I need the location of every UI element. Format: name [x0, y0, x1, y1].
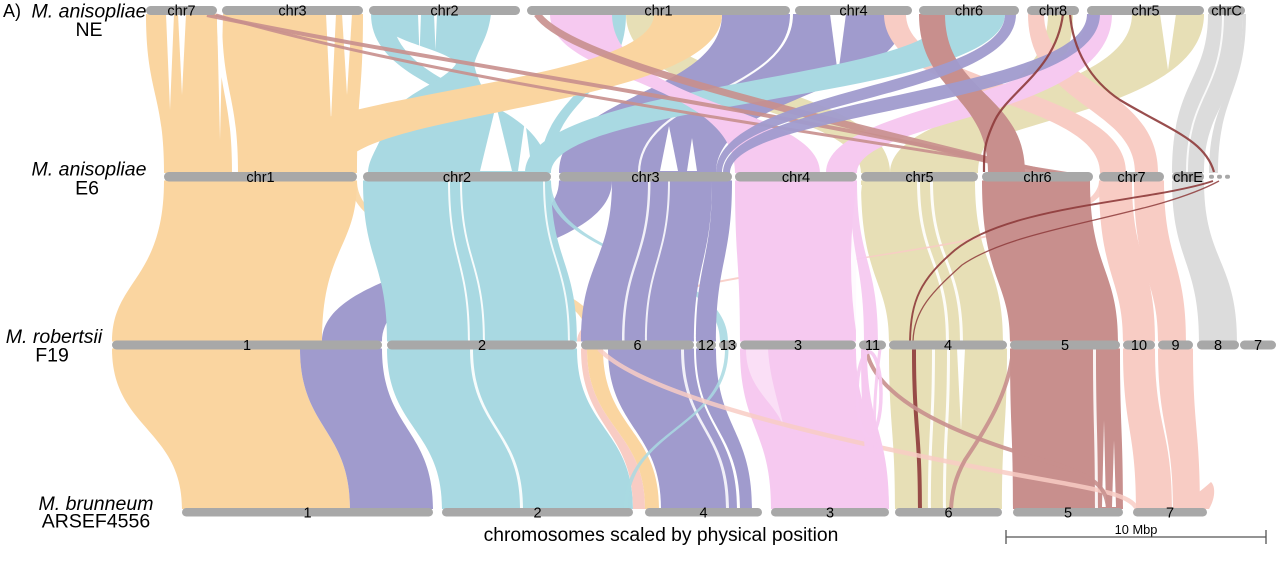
- svg-text:2: 2: [533, 505, 541, 521]
- svg-text:E6: E6: [75, 178, 99, 200]
- svg-text:chr7: chr7: [1117, 170, 1145, 186]
- svg-text:3: 3: [826, 505, 834, 521]
- svg-text:chr1: chr1: [246, 170, 274, 186]
- svg-text:9: 9: [1171, 338, 1179, 354]
- svg-text:12: 12: [698, 338, 714, 354]
- svg-text:chrC: chrC: [1211, 4, 1242, 20]
- svg-text:4: 4: [944, 338, 952, 354]
- svg-text:M. anisopliae: M. anisopliae: [32, 1, 147, 23]
- svg-text:chr7: chr7: [167, 4, 195, 20]
- svg-text:chromosomes scaled by physical: chromosomes scaled by physical position: [484, 525, 839, 546]
- svg-text:chr8: chr8: [1039, 4, 1067, 20]
- svg-text:7: 7: [1254, 338, 1262, 354]
- svg-text:chr4: chr4: [839, 4, 867, 20]
- svg-text:chr1: chr1: [644, 4, 672, 20]
- svg-text:F19: F19: [35, 345, 69, 367]
- svg-text:chrE: chrE: [1173, 170, 1203, 186]
- svg-text:7: 7: [1166, 505, 1174, 521]
- svg-text:2: 2: [478, 338, 486, 354]
- svg-text:5: 5: [1061, 338, 1069, 354]
- svg-text:11: 11: [865, 338, 880, 354]
- svg-text:13: 13: [720, 338, 736, 354]
- svg-text:1: 1: [303, 505, 311, 521]
- svg-text:chr5: chr5: [905, 170, 933, 186]
- svg-text:chr3: chr3: [278, 4, 306, 20]
- svg-text:M. robertsii: M. robertsii: [6, 326, 103, 348]
- svg-text:chr5: chr5: [1131, 4, 1159, 20]
- svg-text:M. brunneum: M. brunneum: [39, 493, 154, 515]
- svg-text:8: 8: [1214, 338, 1222, 354]
- svg-text:3: 3: [794, 338, 802, 354]
- svg-text:NE: NE: [75, 19, 102, 41]
- svg-text:chr2: chr2: [430, 4, 458, 20]
- svg-text:6: 6: [944, 505, 952, 521]
- svg-text:10: 10: [1131, 338, 1147, 354]
- svg-text:6: 6: [633, 338, 641, 354]
- svg-text:ARSEF4556: ARSEF4556: [42, 511, 150, 533]
- svg-text:10 Mbp: 10 Mbp: [1115, 522, 1158, 537]
- svg-text:4: 4: [699, 505, 707, 521]
- svg-text:chr2: chr2: [443, 170, 471, 186]
- svg-text:chr4: chr4: [782, 170, 810, 186]
- svg-text:chr6: chr6: [955, 4, 983, 20]
- svg-text:M. anisopliae: M. anisopliae: [32, 159, 147, 181]
- svg-text:chr3: chr3: [631, 170, 659, 186]
- svg-text:chr6: chr6: [1023, 170, 1051, 186]
- svg-text:1: 1: [243, 338, 251, 354]
- svg-text:A): A): [3, 1, 21, 21]
- svg-text:5: 5: [1064, 505, 1072, 521]
